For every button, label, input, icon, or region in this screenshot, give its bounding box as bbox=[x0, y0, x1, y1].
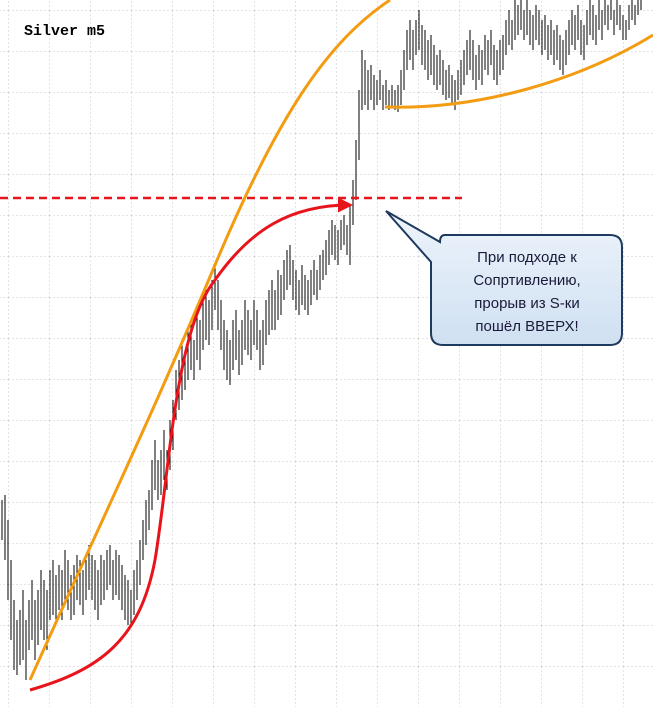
chart-title: Silver m5 bbox=[24, 23, 105, 40]
callout-line: пошёл ВВЕРХ! bbox=[475, 318, 578, 335]
callout-line: Сопртивлению, bbox=[473, 272, 580, 289]
callout-bubble bbox=[385, 210, 623, 346]
orange-s-curve bbox=[28, 0, 391, 681]
price-bars bbox=[1, 0, 642, 680]
callout-line: При подходе к bbox=[477, 249, 577, 266]
orange-base-curve bbox=[384, 33, 653, 109]
red-s-curve bbox=[29, 197, 353, 692]
callout-line: прорыв из S-ки bbox=[474, 295, 579, 312]
